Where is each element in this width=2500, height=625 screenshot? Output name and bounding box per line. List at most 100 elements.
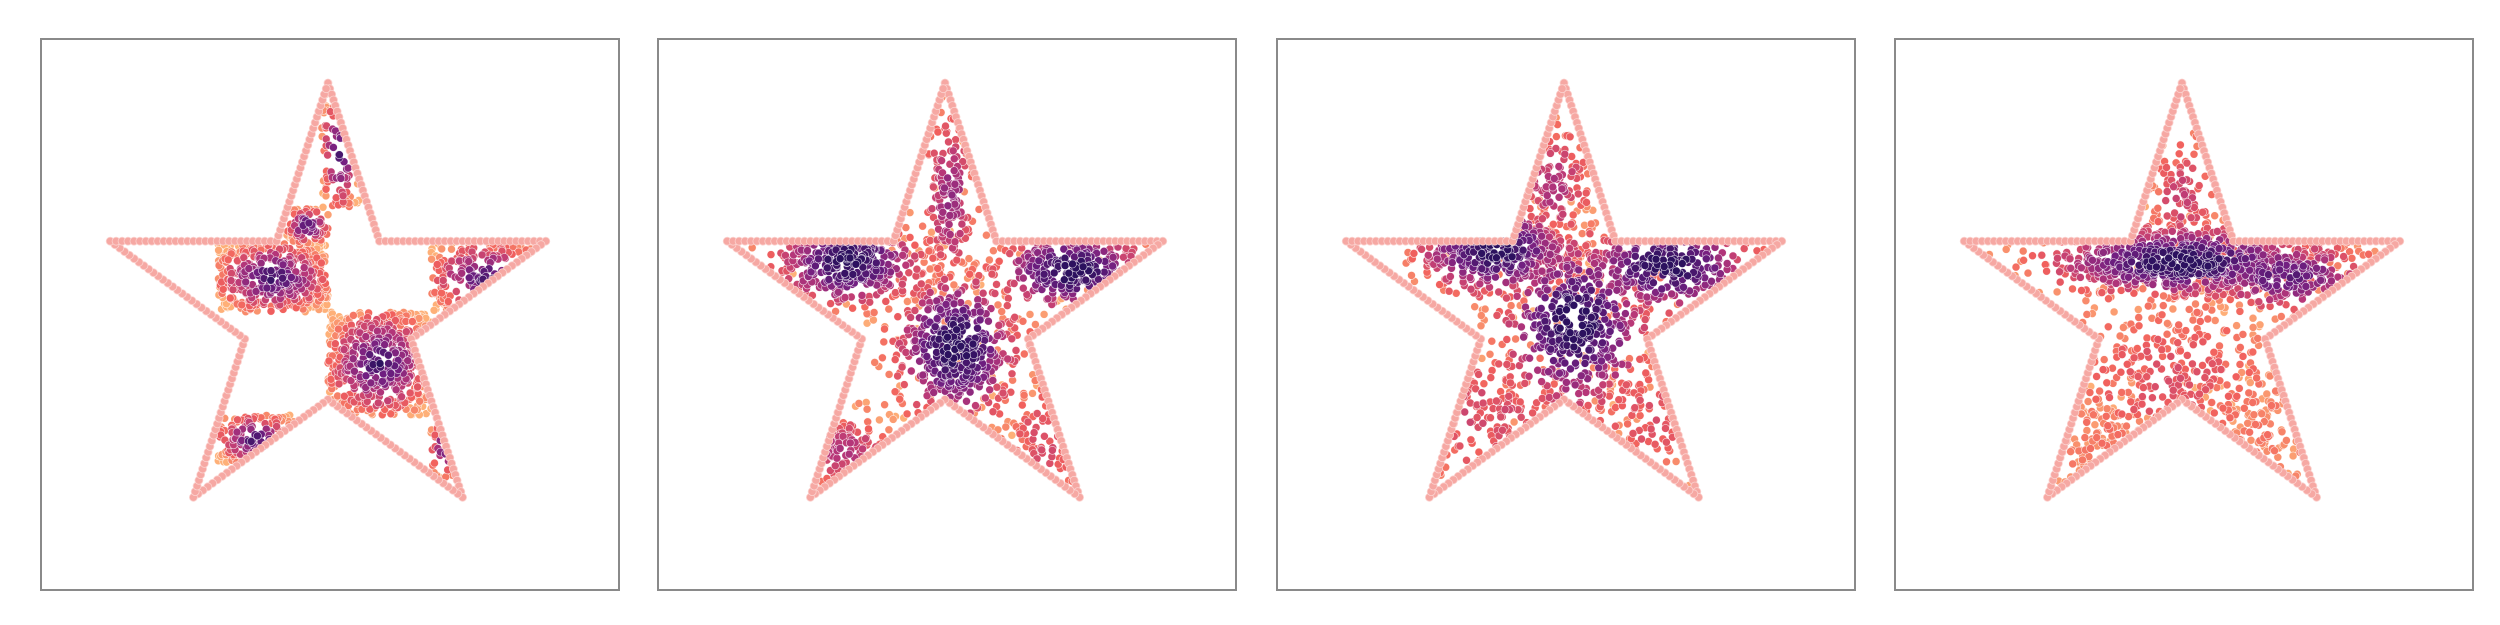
particle [1485, 349, 1495, 359]
particle [993, 331, 1002, 341]
particle [1605, 327, 1615, 336]
particle [1671, 266, 1681, 276]
particle [1701, 254, 1711, 264]
particle [1547, 302, 1557, 311]
particle [1496, 412, 1506, 422]
particle [1657, 284, 1667, 294]
particle [1635, 411, 1645, 420]
particle [941, 121, 950, 131]
particle [988, 376, 998, 385]
particle [335, 150, 344, 159]
particle [1018, 283, 1028, 293]
particle [904, 268, 914, 277]
particle [339, 391, 349, 401]
particle [1675, 298, 1684, 308]
particle [929, 182, 938, 192]
particle [823, 255, 833, 264]
particle [1546, 329, 1556, 339]
particle [1581, 306, 1591, 316]
particle [1614, 395, 1624, 405]
particle [1034, 256, 1044, 266]
particle [223, 255, 233, 265]
particle [878, 353, 887, 363]
particle [405, 388, 415, 398]
particle [890, 355, 900, 364]
particle [918, 221, 927, 231]
particle [1571, 283, 1580, 293]
particle [1537, 266, 1547, 276]
particle [228, 285, 238, 294]
particle [924, 246, 934, 256]
particle [1562, 341, 1572, 350]
particle [324, 356, 334, 366]
particle [987, 269, 997, 279]
particle [998, 388, 1008, 398]
particle [932, 296, 942, 306]
particle [916, 279, 926, 289]
particle [323, 210, 333, 219]
particle [1477, 264, 1487, 273]
particle [902, 409, 912, 419]
particle [1567, 167, 1577, 176]
particle [1007, 369, 1017, 379]
particle [1567, 277, 1577, 286]
particle [1535, 353, 1545, 363]
particle [918, 298, 927, 308]
particle [1651, 254, 1661, 264]
particle [246, 437, 256, 446]
particle [1560, 149, 1570, 159]
particle [464, 257, 474, 266]
particle [1548, 220, 1558, 229]
particle [1555, 323, 1565, 333]
particle [457, 269, 467, 278]
particle [1594, 270, 1603, 279]
particle [1650, 439, 1660, 449]
particle [1586, 313, 1596, 322]
particle [927, 204, 937, 213]
particle [893, 371, 902, 381]
particle [1611, 421, 1620, 431]
particle [226, 293, 235, 303]
particle [1555, 368, 1564, 378]
particle [1039, 269, 1049, 279]
particle [1532, 398, 1541, 408]
particle [942, 343, 952, 352]
particle [1659, 262, 1669, 271]
particle [915, 356, 924, 366]
particle [318, 275, 327, 284]
particle [1546, 344, 1556, 354]
particle [918, 370, 928, 380]
particle [339, 345, 349, 354]
particle [895, 394, 904, 404]
particle [948, 146, 958, 156]
particle [1578, 329, 1588, 338]
particle [336, 174, 346, 183]
particle [1679, 283, 1688, 292]
particle [1546, 149, 1555, 158]
particle [1502, 360, 1512, 369]
particle [1014, 256, 1024, 266]
particle [408, 317, 417, 326]
particle [1018, 273, 1028, 283]
particle [1542, 191, 1552, 200]
particle [968, 339, 978, 349]
particle [1472, 413, 1482, 422]
particle [814, 254, 823, 264]
particle [1583, 401, 1593, 410]
particle [1031, 320, 1040, 329]
particle [1598, 380, 1608, 390]
particle [266, 266, 276, 275]
particle [1570, 380, 1580, 390]
particle [912, 400, 922, 409]
particle [969, 350, 979, 360]
particle [1573, 294, 1583, 303]
particle [900, 380, 909, 389]
particle [992, 280, 1001, 289]
particle [971, 401, 980, 410]
particle [965, 269, 975, 279]
particle [1609, 256, 1618, 266]
particle [253, 431, 262, 441]
particle [1569, 342, 1579, 352]
particle [1015, 429, 1025, 439]
particle [1671, 457, 1681, 466]
